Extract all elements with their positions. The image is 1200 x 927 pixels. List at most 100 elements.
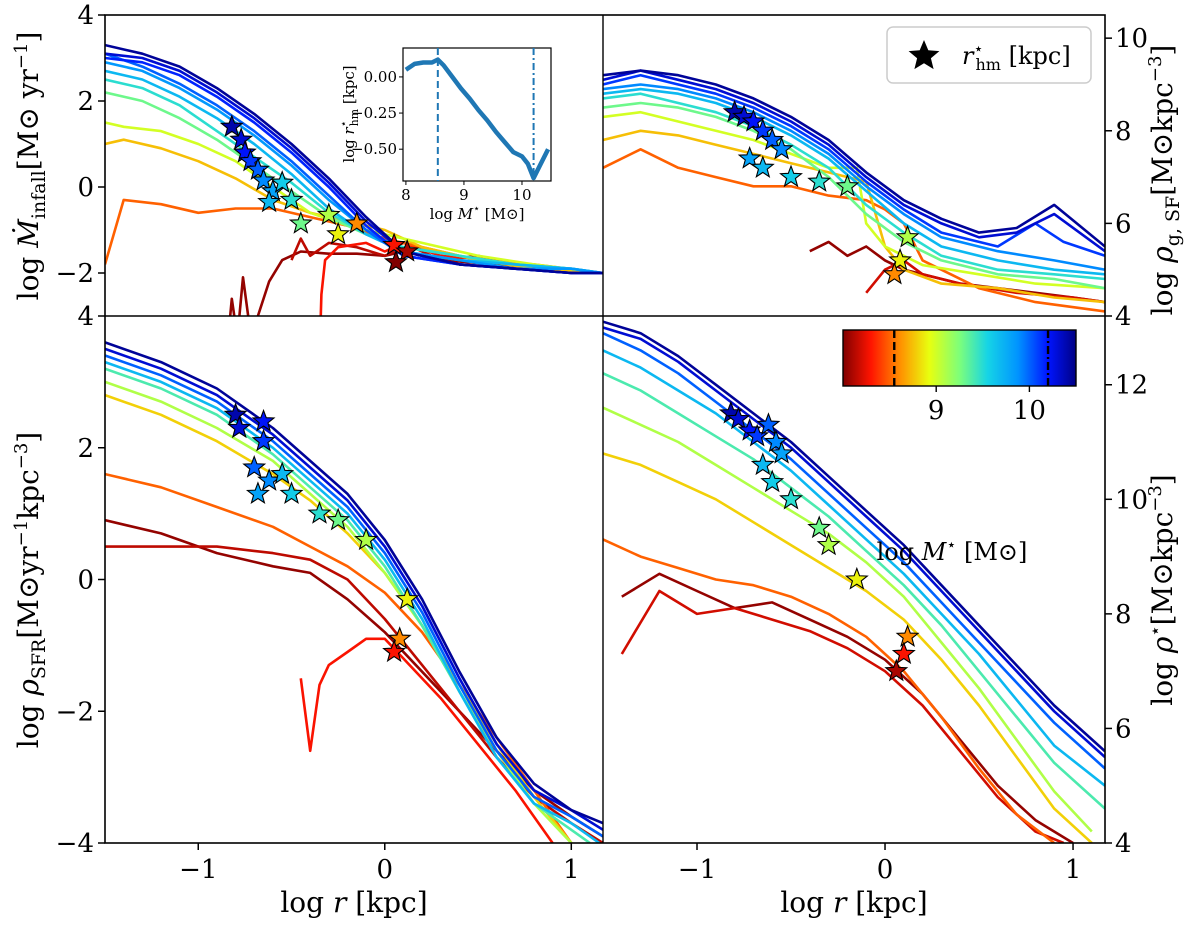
ylabel-top-right: log ρg, SF[M⊙kpc−3] (1145, 45, 1184, 316)
rhm-star-marker (395, 586, 420, 610)
profiles-top-right (603, 69, 1105, 313)
rhm-star-marker (760, 469, 785, 493)
panel-top-left (105, 43, 603, 316)
y-tick-label: −2 (56, 697, 94, 727)
rhm-star-marker (779, 486, 803, 510)
inset-frame (402, 47, 552, 182)
rhm-star-marker (251, 167, 276, 191)
y-tick-label: 4 (1115, 302, 1132, 332)
svg-text:log ρSFR[M⊙yr−1kpc−3]: log ρSFR[M⊙yr−1kpc−3] (11, 432, 50, 749)
ylabel-bottom-left: log ρSFR[M⊙yr−1kpc−3] (11, 432, 50, 749)
y-tick-label: 10 (1115, 485, 1148, 515)
rhm-star-marker (229, 127, 254, 150)
colorbar-tick-label: 10 (1013, 396, 1046, 426)
colorbar-tick-label: 9 (928, 396, 945, 426)
inset-ylabel: log r⋆hm [kpc] (337, 65, 361, 162)
stars-bottom-right (718, 400, 920, 682)
rhm-star-marker (750, 118, 775, 141)
y-tick-label: 2 (77, 87, 94, 117)
inset-xlabel: log M⋆ [M⊙] (430, 202, 525, 223)
profile-line (603, 349, 1105, 787)
legend-box (886, 26, 1092, 84)
rhm-star-marker (270, 170, 295, 193)
y-tick-label: 12 (1115, 371, 1148, 401)
profile-line (105, 341, 603, 825)
rhm-star-marker (779, 164, 803, 188)
xlabel-bottom-left: log r [kpc] (280, 886, 427, 919)
profile-line (603, 406, 1093, 833)
inset-plot (404, 48, 551, 181)
rhm-star-marker (307, 501, 332, 524)
profile-line (105, 43, 603, 275)
rhm-star-marker (344, 210, 369, 234)
xlabel-bottom-right: log r [kpc] (780, 886, 927, 919)
profile-line (865, 259, 1105, 304)
y-tick-label: 6 (1115, 714, 1132, 744)
axis-ticks: −2 0 2 4 4 6 8 10 −4 −2 0 2 4 −1 0 1 4 6 8 10 12 −1 0 1 (56, 1, 1148, 885)
rhm-star-marker (219, 114, 244, 137)
inset-y-tick-label: 0.00 (364, 68, 397, 86)
ylabel-top-left: log Ṁinfall[M⊙ yr−1] (11, 32, 50, 301)
rhm-star-marker (382, 232, 407, 256)
ylabel-bottom-right: log ρ⋆[M⊙kpc−3] (1145, 474, 1179, 706)
rhm-star-marker (895, 224, 920, 248)
profile-line (105, 393, 573, 843)
y-tick-label: −2 (56, 259, 94, 289)
stars-bottom-left (223, 402, 420, 663)
profile-line (603, 452, 1093, 843)
colorbar-label: log M⋆ [M⊙] (877, 535, 1028, 566)
rhm-star-marker (257, 189, 282, 213)
profiles-top-left (105, 43, 603, 316)
x-tick-label: 0 (877, 855, 894, 885)
panel-top-right (603, 69, 1105, 313)
profiles-bottom-right (603, 320, 1105, 843)
rhm-star-marker (764, 429, 788, 453)
inset-x-tick-label: 8 (401, 186, 411, 204)
rhm-star-marker (756, 412, 781, 436)
rhm-star-marker (807, 169, 832, 192)
y-tick-label: 4 (77, 1, 94, 31)
profile-line (603, 538, 1055, 843)
profile-line (603, 148, 1105, 313)
y-tick-label: 8 (1115, 117, 1132, 147)
profile-line (105, 545, 603, 843)
profile-line (603, 69, 1105, 248)
rhm-star-marker (245, 481, 270, 505)
rhm-star-marker (387, 626, 412, 649)
profile-line (603, 110, 1105, 290)
profile-line (105, 354, 603, 838)
rhm-star-marker (251, 408, 276, 432)
inset-x-tick-label: 10 (512, 186, 531, 204)
profile-line (603, 320, 1105, 753)
profile-line (603, 83, 1105, 271)
rhm-star-marker (326, 507, 351, 531)
rhm-star-marker (288, 210, 313, 234)
x-tick-label: 0 (377, 855, 394, 885)
svg-text:log Ṁinfall[M⊙ yr−1]: log Ṁinfall[M⊙ yr−1] (11, 32, 50, 301)
stars-top-right (722, 99, 920, 285)
rhm-star-marker (737, 145, 762, 169)
profile-line (603, 69, 1105, 253)
rhm-star-marker (891, 641, 916, 665)
inset-ticks: 8 9 10 0.00 −0.25 −0.50 (351, 68, 531, 204)
profile-line (228, 250, 603, 316)
rhm-star-marker (382, 639, 407, 663)
profile-line (105, 198, 603, 275)
y-tick-label: 4 (77, 302, 94, 332)
rhm-star-marker (760, 127, 785, 151)
profile-line (603, 372, 1105, 810)
rhm-star-marker (750, 452, 775, 476)
stars-top-left (219, 114, 420, 273)
y-tick-label: 0 (77, 566, 94, 596)
rhm-star-marker (884, 658, 909, 682)
y-tick-label: 2 (77, 434, 94, 464)
profile-line (603, 92, 1105, 281)
rhm-star-marker (844, 566, 869, 590)
rhm-star-marker (726, 406, 751, 430)
profile-line (603, 332, 1105, 770)
rhm-star-marker (835, 173, 860, 197)
svg-text:log r⋆hm [kpc]: log r⋆hm [kpc] (337, 65, 361, 162)
legend-label: r⋆ hm [kpc] (962, 39, 1071, 74)
rhm-star-marker (895, 624, 920, 647)
